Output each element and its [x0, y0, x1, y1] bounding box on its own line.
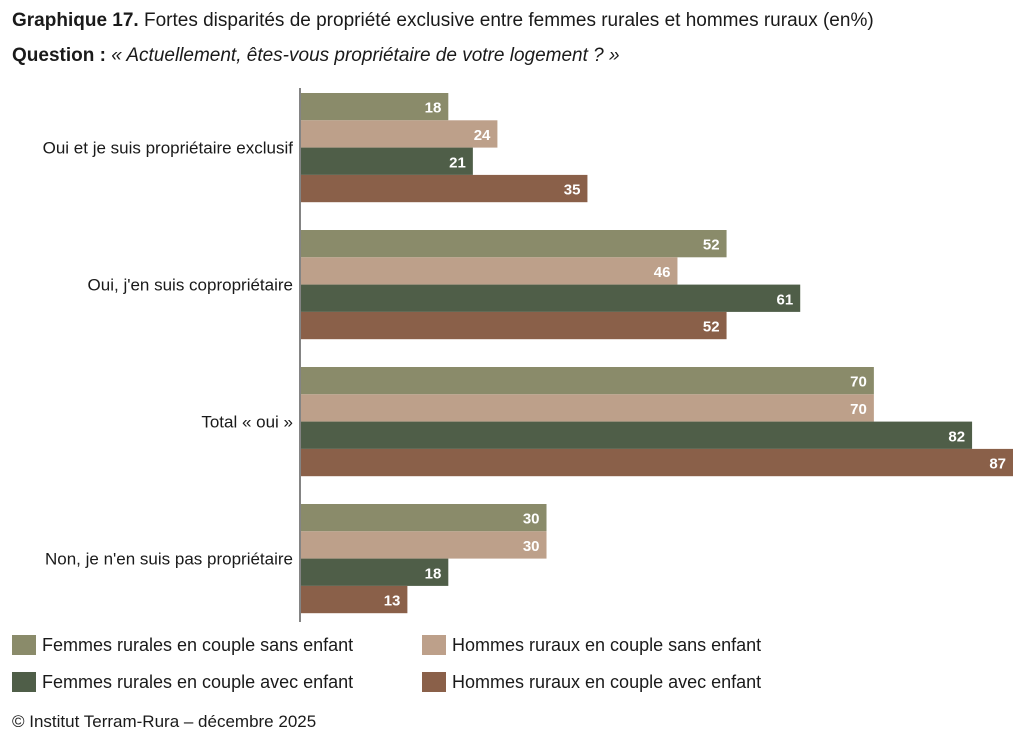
bar-value-label: 52 — [703, 237, 720, 254]
bar-value-label: 30 — [523, 511, 540, 528]
bar-value-label: 87 — [989, 456, 1006, 473]
legend-label: Hommes ruraux en couple avec enfant — [452, 671, 762, 692]
legend-swatch — [12, 672, 36, 692]
legend-swatch — [422, 635, 446, 655]
bar-value-label: 35 — [564, 182, 581, 199]
bar — [301, 504, 547, 532]
chart-question: Question : « Actuellement, êtes-vous pro… — [12, 43, 620, 69]
bar — [301, 147, 473, 175]
legend-swatch — [422, 672, 446, 692]
legend-item-hommes-avec-enfant: Hommes ruraux en couple avec enfant — [422, 669, 761, 695]
bar-value-label: 21 — [449, 154, 466, 171]
bar-value-label: 24 — [474, 127, 491, 144]
bar — [301, 93, 449, 121]
bar-value-label: 52 — [703, 319, 720, 336]
bar — [301, 448, 1013, 477]
bar — [301, 367, 874, 395]
bar-value-label: 70 — [850, 374, 867, 391]
bar — [301, 311, 727, 340]
bar-value-label: 18 — [425, 100, 442, 117]
category-label: Non, je n'en suis pas propriétaire — [45, 550, 293, 569]
bar — [301, 531, 547, 559]
category-label: Oui et je suis propriétaire exclusif — [43, 139, 294, 158]
question-text: « Actuellement, êtes-vous propriétaire d… — [105, 45, 620, 66]
chart-legend: Femmes rurales en couple sans enfant Hom… — [12, 632, 1012, 702]
legend-label: Femmes rurales en couple sans enfant — [42, 634, 354, 655]
bar-value-label: 46 — [654, 264, 671, 281]
category-label: Total « oui » — [201, 413, 293, 432]
source-credit: © Institut Terram-Rura – décembre 2025 — [12, 712, 317, 731]
bar — [301, 284, 801, 312]
bar — [301, 174, 588, 203]
bar — [301, 257, 678, 285]
legend-item-femmes-avec-enfant: Femmes rurales en couple avec enfant — [12, 669, 353, 695]
bar-value-label: 61 — [777, 291, 794, 308]
legend-label: Femmes rurales en couple avec enfant — [42, 671, 354, 692]
chart-title-number: Graphique 17. — [12, 10, 139, 31]
bar-chart: Oui et je suis propriétaire exclusif 18 24… — [43, 88, 1013, 622]
bar — [301, 230, 727, 258]
category-label: Oui, j'en suis copropriétaire — [88, 276, 293, 295]
question-label: Question : — [12, 45, 106, 66]
bar — [301, 558, 449, 586]
bar — [301, 585, 408, 614]
bar — [301, 120, 498, 148]
chart-title-text: Fortes disparités de propriété exclusive… — [138, 10, 874, 31]
legend-item-femmes-sans-enfant: Femmes rurales en couple sans enfant — [12, 632, 353, 658]
bar — [301, 421, 973, 449]
legend-swatch — [12, 635, 36, 655]
bar-value-label: 70 — [850, 401, 867, 418]
bar-value-label: 18 — [425, 565, 442, 582]
chart-title: Graphique 17. Fortes disparités de propr… — [12, 8, 874, 34]
legend-label: Hommes ruraux en couple sans enfant — [452, 634, 762, 655]
bar-value-label: 82 — [948, 428, 965, 445]
bar-value-label: 30 — [523, 538, 540, 555]
bar-value-label: 13 — [384, 593, 401, 610]
legend-item-hommes-sans-enfant: Hommes ruraux en couple sans enfant — [422, 632, 761, 658]
bar — [301, 394, 874, 422]
